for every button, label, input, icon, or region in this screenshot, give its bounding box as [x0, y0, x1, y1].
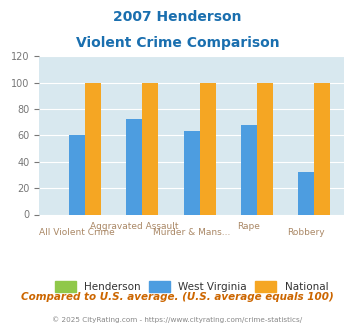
Legend: Henderson, West Virginia, National: Henderson, West Virginia, National	[51, 277, 332, 296]
Text: Murder & Mans...: Murder & Mans...	[153, 228, 230, 237]
Bar	[298, 172, 315, 215]
Text: Aggravated Assault: Aggravated Assault	[90, 222, 179, 231]
Text: All Violent Crime: All Violent Crime	[39, 228, 115, 237]
Text: © 2025 CityRating.com - https://www.cityrating.com/crime-statistics/: © 2025 CityRating.com - https://www.city…	[53, 317, 302, 323]
Bar	[184, 131, 200, 214]
Bar	[85, 82, 101, 214]
Bar	[142, 82, 158, 214]
Text: Rape: Rape	[237, 222, 261, 231]
Text: Robbery: Robbery	[288, 228, 325, 237]
Bar	[200, 82, 216, 214]
Bar	[241, 125, 257, 214]
Bar	[315, 82, 331, 214]
Bar	[257, 82, 273, 214]
Bar	[126, 119, 142, 214]
Text: Violent Crime Comparison: Violent Crime Comparison	[76, 36, 279, 50]
Text: Compared to U.S. average. (U.S. average equals 100): Compared to U.S. average. (U.S. average …	[21, 292, 334, 302]
Bar	[69, 135, 85, 214]
Text: 2007 Henderson: 2007 Henderson	[113, 10, 242, 24]
